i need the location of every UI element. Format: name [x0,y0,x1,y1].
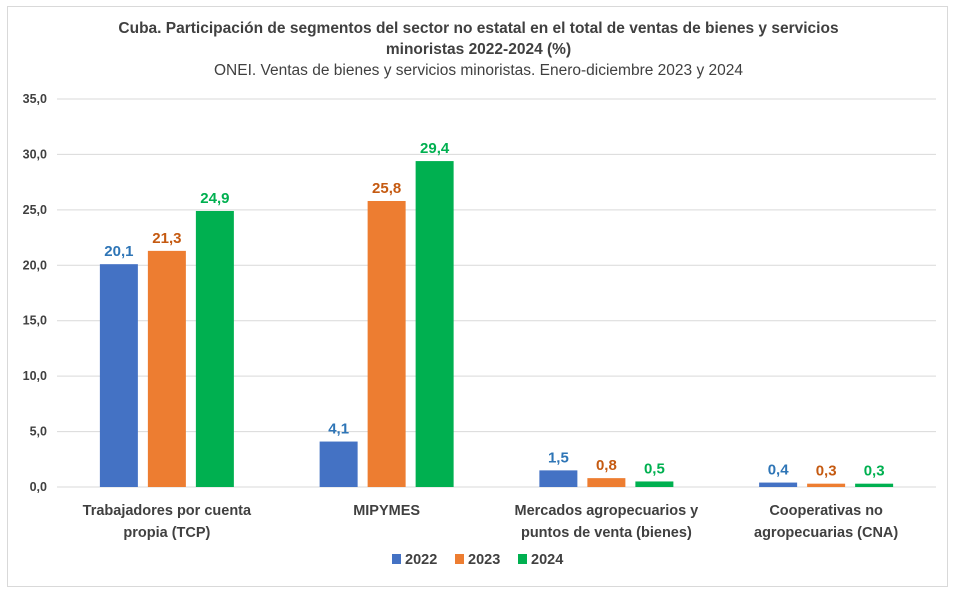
category-label: Trabajadores por cuenta [83,503,252,519]
data-label-2022: 4,1 [328,421,349,438]
bar-2023 [807,483,846,487]
chart-title-line-2: minoristas 2022-2024 (%) [385,41,572,58]
bar-2022 [319,441,358,487]
legend-label-2023: 2023 [468,552,500,568]
legend-label-2022: 2022 [405,552,437,568]
y-tick-label: 0,0 [30,480,47,494]
data-label-2024: 29,4 [420,140,450,157]
legend-swatch-2024 [518,554,527,564]
y-tick-label: 25,0 [23,203,47,217]
bar-2023 [367,200,406,487]
data-label-2023: 0,3 [816,463,837,480]
category-label: Cooperativas no [769,503,883,519]
data-label-2022: 20,1 [104,243,133,260]
chart-frame [7,6,948,587]
bar-2024 [195,210,234,488]
chart-title-line-1: Cuba. Participación de segmentos del sec… [118,20,839,37]
category-label: propia (TCP) [123,525,210,541]
data-label-2022: 0,4 [768,462,790,479]
data-label-2024: 0,3 [864,463,885,480]
bar-2024 [415,161,454,487]
data-label-2023: 0,8 [596,457,617,474]
data-label-2023: 21,3 [152,230,181,247]
y-tick-label: 10,0 [23,369,47,383]
bar-2023 [587,478,626,487]
y-tick-label: 15,0 [23,314,47,328]
bar-2024 [855,483,894,487]
category-label: agropecuarias (CNA) [754,525,898,541]
data-label-2022: 1,5 [548,449,569,466]
bar-2022 [539,470,578,487]
bar-2022 [99,264,138,487]
category-label: MIPYMES [353,503,420,519]
data-label-2023: 25,8 [372,180,401,197]
chart-subtitle: ONEI. Ventas de bienes y servicios minor… [214,62,743,79]
y-tick-label: 5,0 [30,425,47,439]
legend-swatch-2022 [392,554,401,564]
data-label-2024: 24,9 [200,190,229,207]
legend-label-2024: 2024 [531,552,563,568]
category-label: Mercados agropecuarios y [515,503,699,519]
bar-2023 [147,250,186,487]
y-tick-label: 35,0 [23,92,47,106]
y-tick-label: 30,0 [23,147,47,161]
legend-swatch-2023 [455,554,464,564]
data-label-2024: 0,5 [644,460,665,477]
category-label: puntos de venta (bienes) [521,525,692,541]
y-tick-label: 20,0 [23,258,47,272]
bar-2024 [635,481,674,487]
bar-2022 [759,482,798,487]
